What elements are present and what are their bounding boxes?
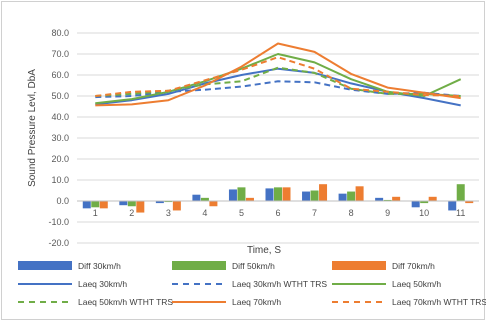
bar-diff-70km-h-6 [282, 187, 291, 201]
bar-diff-30km-h-7 [302, 191, 311, 201]
bar-diff-30km-h-11 [448, 201, 457, 211]
y-tick-label: -20.0 [48, 238, 69, 248]
bar-diff-70km-h-10 [428, 196, 437, 201]
bar-diff-30km-h-6 [265, 188, 274, 201]
y-axis-title: Sound Pressure Levl, DbA [27, 69, 38, 187]
bar-diff-70km-h-3 [172, 201, 181, 211]
x-tick-label: 4 [202, 208, 207, 218]
bar-diff-30km-h-1 [82, 201, 91, 209]
bar-diff-50km-h-9 [383, 199, 392, 201]
bar-diff-50km-h-6 [274, 187, 282, 201]
bar-diff-30km-h-2 [119, 201, 128, 206]
bar-diff-50km-h-10 [420, 201, 429, 204]
legend-swatch-diff-30km-h [18, 261, 72, 270]
x-tick-label: 5 [239, 208, 244, 218]
bar-diff-30km-h-3 [155, 201, 164, 204]
x-tick-label: 1 [93, 208, 98, 218]
y-tick-label: 30.0 [51, 133, 69, 143]
y-tick-label: 0.0 [56, 196, 69, 206]
y-tick-label: 20.0 [51, 154, 69, 164]
bar-diff-50km-h-5 [237, 187, 246, 201]
bar-diff-30km-h-8 [338, 193, 347, 201]
bar-diff-70km-h-2 [136, 201, 145, 213]
legend-label-diff-30km-h: Diff 30km/h [78, 261, 121, 271]
x-tick-label: 2 [129, 208, 134, 218]
y-tick-labels: -20.0 -10.0 0.0 10.0 20.0 30.0 40.0 50.0 60.0 70.… [48, 28, 69, 248]
line-laeq-70km-h [95, 42, 461, 107]
x-tick-label: 3 [166, 208, 171, 218]
legend-label-diff-50km-h: Diff 50km/h [232, 261, 275, 271]
x-tick-label: 7 [312, 208, 317, 218]
bar-diff-30km-h-5 [228, 189, 237, 201]
line-laeq-70km-h-wtht-trs [95, 56, 461, 97]
bar-diff-50km-h-8 [347, 191, 356, 201]
y-tick-label: 60.0 [51, 70, 69, 80]
y-tick-label: -10.0 [48, 217, 69, 227]
bar-diff-30km-h-9 [375, 197, 384, 201]
x-tick-labels: 1 2 3 4 5 6 7 8 9 10 11 [93, 208, 466, 218]
x-tick-label: 10 [419, 208, 429, 218]
line-laeq-30km-h [95, 67, 461, 107]
legend-label-laeq-50km-h-wtht-trs: Laeq 50km/h WTHT TRS [78, 297, 173, 307]
x-tick-label: 6 [275, 208, 280, 218]
legend-swatch-diff-50km-h [172, 261, 226, 270]
bar-diff-50km-h-7 [310, 190, 319, 201]
bar-diff-50km-h-3 [164, 201, 173, 203]
y-tick-label: 70.0 [51, 49, 69, 59]
legend-label-laeq-70km-h-wtht-trs: Laeq 70km/h WTHT TRS [392, 297, 486, 307]
bar-diff-70km-h-11 [465, 201, 474, 204]
bar-diff-50km-h-11 [456, 184, 465, 201]
bar-diff-50km-h-4 [200, 197, 209, 201]
legend: Diff 30km/h Diff 50km/h Diff 70km/h Laeq 30… [18, 261, 486, 307]
x-tick-label: 8 [349, 208, 354, 218]
y-tick-label: 40.0 [51, 112, 69, 122]
y-tick-label: 80.0 [51, 28, 69, 38]
bar-diff-70km-h-4 [209, 201, 218, 207]
bar-layer [82, 184, 474, 213]
bar-diff-70km-h-8 [355, 186, 364, 201]
bar-diff-70km-h-5 [245, 197, 254, 201]
bar-diff-50km-h-2 [127, 201, 136, 207]
legend-swatch-diff-70km-h [332, 261, 386, 270]
chart-svg: -20.0 -10.0 0.0 10.0 20.0 30.0 40.0 50.0 60.0 70.… [18, 28, 486, 307]
bar-diff-70km-h-9 [392, 196, 401, 201]
y-tick-label: 10.0 [51, 175, 69, 185]
bar-diff-30km-h-4 [192, 194, 201, 201]
bar-diff-30km-h-10 [411, 201, 420, 208]
legend-label-laeq-30km-h-wtht-trs: Laeq 30km/h WTHT TRS [232, 279, 327, 289]
bar-diff-70km-h-7 [319, 184, 328, 201]
legend-label-laeq-70km-h: Laeq 70km/h [232, 297, 281, 307]
line-layer [95, 42, 462, 107]
legend-label-laeq-50km-h: Laeq 50km/h [392, 279, 441, 289]
x-tick-label: 11 [456, 208, 465, 218]
bar-diff-50km-h-1 [91, 201, 100, 208]
legend-label-laeq-30km-h: Laeq 30km/h [78, 279, 127, 289]
y-tick-label: 50.0 [51, 91, 69, 101]
line-laeq-30km-h-wtht-trs [95, 80, 461, 99]
x-tick-label: 9 [385, 208, 390, 218]
x-axis-title: Time, S [247, 245, 281, 256]
bar-diff-70km-h-1 [99, 201, 108, 209]
legend-label-diff-70km-h: Diff 70km/h [392, 261, 435, 271]
